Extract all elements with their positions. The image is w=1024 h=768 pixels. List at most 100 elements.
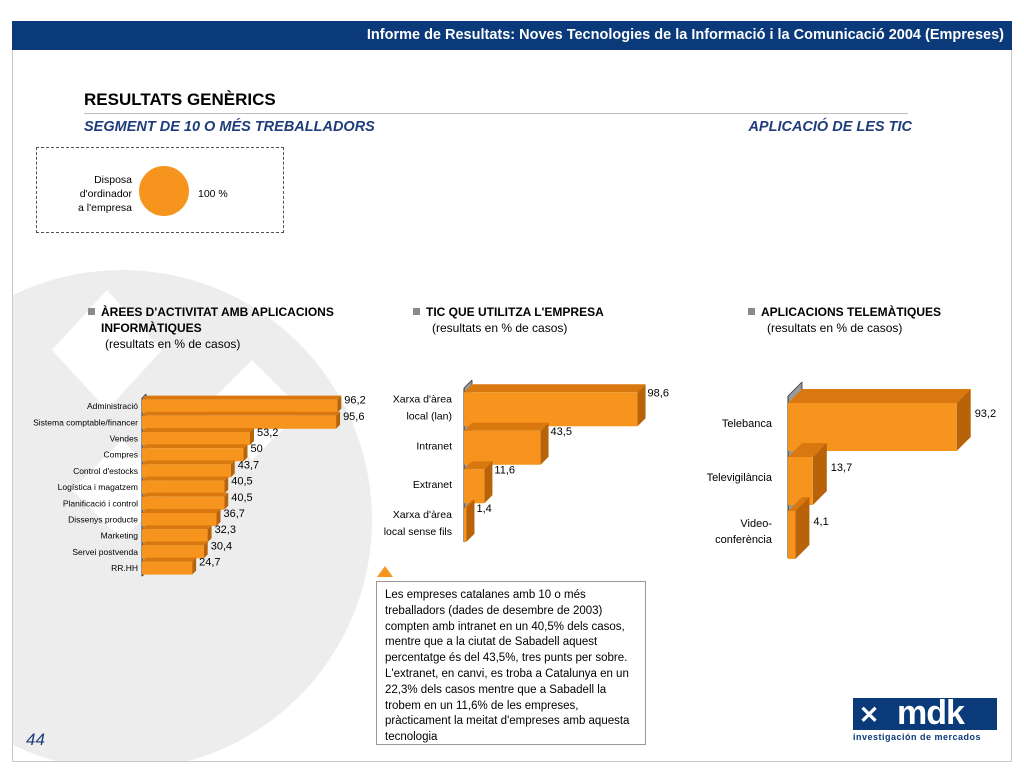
category-label: Xarxa d'àrea: [393, 509, 452, 521]
ordinador-label-line: Disposa: [94, 174, 132, 186]
bar-side: [466, 499, 475, 542]
bar-value-label: 11,6: [494, 464, 515, 476]
bar-value-label: 53,2: [257, 427, 278, 439]
bar-side: [230, 460, 235, 478]
bar: [142, 480, 225, 494]
category-label: Compres: [104, 450, 138, 460]
bar-value-label: 36,7: [224, 508, 245, 520]
category-label: Logística i magatzem: [58, 482, 138, 492]
bar: [142, 448, 244, 462]
section-subtitle: APLICACIÓ DE LES TIC: [748, 119, 912, 135]
bar-side: [216, 509, 221, 526]
bar: [142, 432, 250, 445]
bar-top: [142, 460, 235, 465]
ordinador-label-line: a l'empresa: [78, 202, 132, 214]
bar: [142, 561, 193, 575]
bar-top: [464, 422, 549, 431]
section-tic-subtitle: (resultats en % de casos): [432, 321, 568, 335]
bar-top: [464, 499, 475, 508]
ordinador-box: [36, 147, 284, 233]
logo-x-icon: ✕: [859, 702, 880, 729]
category-label: Sistema comptable/financer: [33, 417, 138, 427]
page-frame: [12, 50, 1012, 762]
axis-top-line: [141, 393, 147, 399]
bar-top: [142, 509, 221, 513]
bar-top: [142, 525, 212, 530]
logo-subtitle: investigación de mercados: [853, 732, 982, 742]
bar-top: [788, 443, 827, 457]
section-areas-subtitle: (resultats en % de casos): [105, 337, 241, 351]
bar-side: [637, 384, 646, 427]
ordinador-label-line: d'ordinador: [79, 188, 132, 200]
bar: [464, 507, 467, 542]
bar: [142, 415, 337, 429]
category-label: local (lan): [406, 410, 452, 422]
page-number: 44: [26, 730, 45, 749]
bar: [464, 469, 485, 504]
bar: [142, 513, 217, 526]
bar-value-label: 32,3: [215, 524, 236, 536]
category-label: Planificació i control: [63, 498, 138, 508]
category-label: Marketing: [101, 531, 139, 541]
section-telematiques-subtitle: (resultats en % de casos): [767, 321, 903, 335]
bar-value-label: 4,1: [813, 516, 828, 528]
category-label: Intranet: [416, 440, 452, 452]
bar-side: [484, 461, 493, 504]
logo-box: ✕ mdk: [853, 694, 997, 732]
bar: [464, 392, 638, 427]
bar-top: [142, 541, 208, 546]
chart-tic: 98,6 Xarxa d'àrea local (lan) 43,5 Intranet 1…: [384, 379, 669, 543]
section-telematiques-heading: APLICACIONS TELEMÀTIQUES (resultats en %…: [748, 304, 1008, 336]
bar-side: [224, 476, 229, 494]
category-label: Xarxa d'àrea: [393, 393, 452, 405]
section-telematiques-title: APLICACIONS TELEMÀTIQUES: [761, 305, 942, 319]
bar-side: [249, 428, 254, 445]
note-pointer-icon: [377, 566, 393, 577]
bar-value-label: 96,2: [344, 395, 365, 407]
bar-value-label: 40,5: [231, 492, 252, 504]
bar: [788, 511, 796, 559]
bar-side: [812, 443, 827, 505]
bar-value-label: 30,4: [211, 540, 232, 552]
section-tic-heading: TIC QUE UTILITZA L'EMPRESA (resultats en…: [413, 304, 713, 336]
ordinador-circle: [139, 166, 189, 216]
category-label: Televigilància: [707, 472, 773, 484]
header-bar: Informe de Resultats: Noves Tecnologies …: [12, 21, 1012, 50]
bar-value-label: 43,7: [238, 459, 259, 471]
header-title: Informe de Resultats: Noves Tecnologies …: [366, 27, 1004, 43]
bar: [142, 496, 225, 510]
bullet-icon: [413, 308, 420, 315]
section-areas-title-line1: ÀREES D'ACTIVITAT AMB APLICACIONS: [101, 305, 334, 319]
logo-text: mdk: [897, 694, 965, 732]
title-divider: [84, 113, 908, 114]
bar-top: [788, 389, 971, 403]
category-label: Video-: [740, 518, 772, 530]
chart-areas: 96,2 Administració 95,6 Sistema comptable/f…: [33, 393, 366, 577]
bar-value-label: 13,7: [831, 462, 852, 474]
bar-value-label: 43,5: [551, 426, 572, 438]
axis-top-line: [787, 381, 803, 397]
bar-top: [142, 395, 342, 400]
section-areas-heading: ÀREES D'ACTIVITAT AMB APLICACIONS INFORM…: [88, 304, 388, 352]
bullet-icon: [748, 308, 755, 315]
category-label: Control d'estocks: [73, 466, 138, 476]
category-label: Vendes: [110, 433, 138, 443]
bar-value-label: 93,2: [975, 408, 996, 420]
category-label: Servei postvenda: [72, 547, 138, 557]
bar-top: [142, 411, 341, 416]
ordinador-value: 100 %: [198, 188, 228, 200]
segment-subtitle: SEGMENT DE 10 O MÉS TREBALLADORS: [84, 119, 375, 135]
bar-value-label: 50: [251, 443, 263, 455]
category-label: conferència: [715, 534, 773, 546]
bar-value-label: 95,6: [343, 411, 364, 423]
bar-top: [142, 557, 197, 562]
bar-value-label: 98,6: [648, 387, 669, 399]
bar: [464, 430, 541, 465]
bar-value-label: 40,5: [231, 476, 252, 488]
bar: [142, 529, 208, 543]
bullet-icon: [88, 308, 95, 315]
bar-side: [243, 444, 248, 462]
bar-side: [224, 492, 229, 510]
mdk-logo: ✕ mdk investigación de mercados: [853, 694, 997, 744]
bar-top: [464, 384, 646, 393]
